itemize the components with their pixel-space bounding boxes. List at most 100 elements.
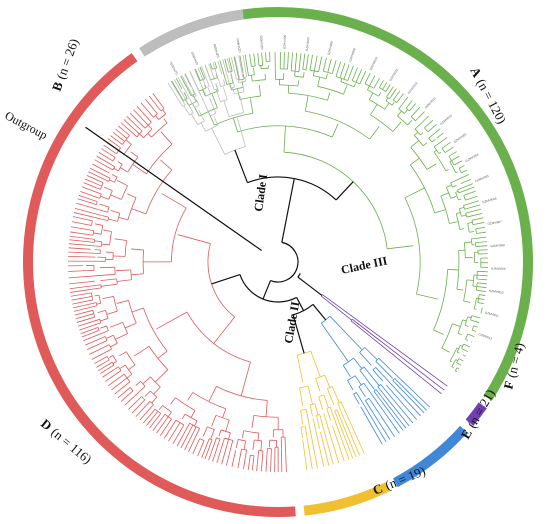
branch-d [108, 373, 125, 387]
branch-b [223, 100, 230, 117]
branch-a [230, 74, 234, 83]
backbone-branch [297, 276, 307, 284]
branch-d [224, 437, 233, 441]
branch-a [463, 195, 466, 201]
branch-a [476, 286, 487, 289]
branch-d [156, 416, 169, 434]
branch-d [265, 400, 268, 417]
branch-e [353, 357, 363, 369]
branch-e [359, 352, 372, 366]
branch-a [359, 71, 367, 85]
branch-d [69, 235, 95, 240]
branch-d [99, 203, 110, 208]
branch-d [152, 414, 166, 431]
branch-b [189, 112, 194, 116]
branch-d [110, 194, 122, 200]
branch-a [331, 60, 337, 74]
branch-d [254, 439, 262, 442]
branch-b [232, 87, 235, 95]
branch-b [204, 64, 213, 85]
branch-a [458, 186, 475, 194]
branch-a [463, 190, 476, 196]
branch-d [126, 373, 133, 379]
branch-d [110, 210, 120, 214]
branch-e [342, 365, 351, 377]
branch-d [158, 113, 166, 120]
backbone-branch [281, 178, 295, 243]
branch-a [179, 94, 184, 101]
branch-a [477, 274, 488, 277]
branch-d [231, 450, 237, 467]
branch-d [114, 176, 118, 183]
branch-d [148, 346, 169, 370]
branch-b [239, 96, 245, 113]
branch-b [194, 69, 204, 91]
branch-a [472, 222, 485, 226]
branch-a [476, 278, 488, 281]
branch-d [201, 438, 210, 458]
branch-d [78, 195, 98, 202]
branch-a [368, 92, 374, 100]
leaf-label: GZMVI006 [482, 196, 497, 204]
branch-c [309, 404, 313, 417]
branch-a [211, 94, 218, 108]
branch-d [194, 420, 198, 427]
branch-d [181, 413, 186, 420]
branch-a [297, 80, 299, 87]
branch-d [104, 186, 113, 192]
branch-d [97, 327, 100, 331]
branch-a [475, 282, 478, 291]
branch-d [103, 229, 112, 232]
branch-a [422, 142, 428, 147]
branch-a [323, 70, 333, 75]
branch-d [98, 361, 113, 372]
branch-a [410, 147, 428, 170]
group-arcs [23, 7, 533, 517]
branch-d [74, 309, 93, 316]
branch-d [86, 174, 104, 184]
branch-d [192, 392, 226, 410]
leaf-label: GZHVI007 [305, 36, 311, 51]
branch-a [190, 93, 195, 97]
branch-d [101, 283, 118, 287]
branch-a [405, 107, 410, 112]
branch-d [115, 128, 128, 139]
branch-a [364, 73, 371, 84]
branch-d [89, 344, 110, 355]
branch-d [69, 280, 96, 285]
branch-d [94, 159, 114, 171]
branch-d [260, 440, 263, 451]
branch-d [146, 411, 159, 426]
branch-d [106, 356, 110, 361]
branch-f [353, 317, 448, 387]
branch-d [211, 415, 217, 427]
branch-a [204, 84, 207, 89]
branch-d [119, 364, 126, 369]
branch-a [378, 80, 384, 88]
branch-d [175, 419, 185, 426]
branch-e [382, 392, 410, 427]
branch-a [239, 78, 245, 81]
branch-d [102, 295, 114, 299]
branch-a [454, 367, 458, 371]
branch-d [146, 143, 173, 174]
branch-a [440, 195, 450, 224]
branch-c [336, 409, 357, 458]
branch-d [120, 390, 134, 402]
branch-d [95, 201, 98, 205]
branch-d [147, 124, 153, 130]
branch-a [467, 333, 471, 336]
branch-c [299, 387, 304, 407]
branch-d [68, 275, 101, 279]
branch-d [154, 408, 161, 414]
branch-a [449, 347, 458, 362]
branch-a [404, 187, 425, 199]
branch-a [469, 334, 475, 337]
branch-d [74, 208, 101, 216]
branch-e [392, 380, 425, 414]
branch-d [127, 193, 137, 199]
branch-a [407, 120, 413, 126]
branch-a [426, 163, 437, 170]
branch-d [149, 95, 162, 112]
branch-a [313, 75, 327, 79]
